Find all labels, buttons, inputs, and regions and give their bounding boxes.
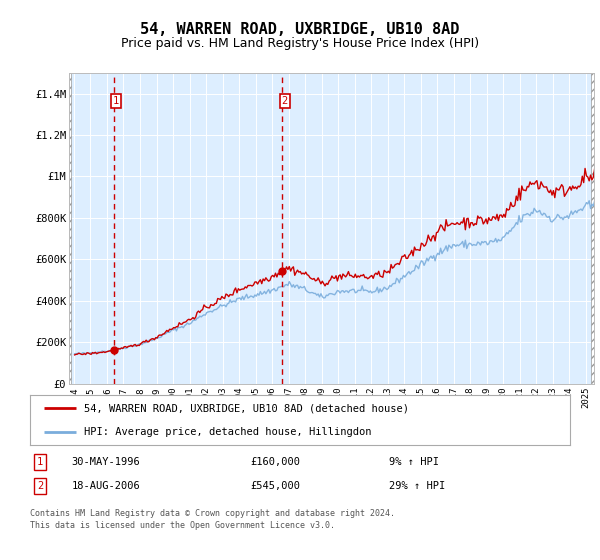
Text: 29% ↑ HPI: 29% ↑ HPI <box>389 482 445 492</box>
Text: 54, WARREN ROAD, UXBRIDGE, UB10 8AD: 54, WARREN ROAD, UXBRIDGE, UB10 8AD <box>140 22 460 37</box>
Bar <box>590 73 594 384</box>
Text: 30-MAY-1996: 30-MAY-1996 <box>71 458 140 468</box>
Text: 2: 2 <box>37 482 43 492</box>
Text: HPI: Average price, detached house, Hillingdon: HPI: Average price, detached house, Hill… <box>84 427 371 437</box>
Text: 1: 1 <box>113 96 119 106</box>
Text: 9% ↑ HPI: 9% ↑ HPI <box>389 458 439 468</box>
Text: 54, WARREN ROAD, UXBRIDGE, UB10 8AD (detached house): 54, WARREN ROAD, UXBRIDGE, UB10 8AD (det… <box>84 403 409 413</box>
Text: 18-AUG-2006: 18-AUG-2006 <box>71 482 140 492</box>
Text: 1: 1 <box>37 458 43 468</box>
Text: £160,000: £160,000 <box>251 458 301 468</box>
Bar <box>69 73 71 384</box>
Text: £545,000: £545,000 <box>251 482 301 492</box>
Text: This data is licensed under the Open Government Licence v3.0.: This data is licensed under the Open Gov… <box>30 521 335 530</box>
Text: Contains HM Land Registry data © Crown copyright and database right 2024.: Contains HM Land Registry data © Crown c… <box>30 509 395 518</box>
Text: Price paid vs. HM Land Registry's House Price Index (HPI): Price paid vs. HM Land Registry's House … <box>121 38 479 50</box>
Text: 2: 2 <box>281 96 288 106</box>
